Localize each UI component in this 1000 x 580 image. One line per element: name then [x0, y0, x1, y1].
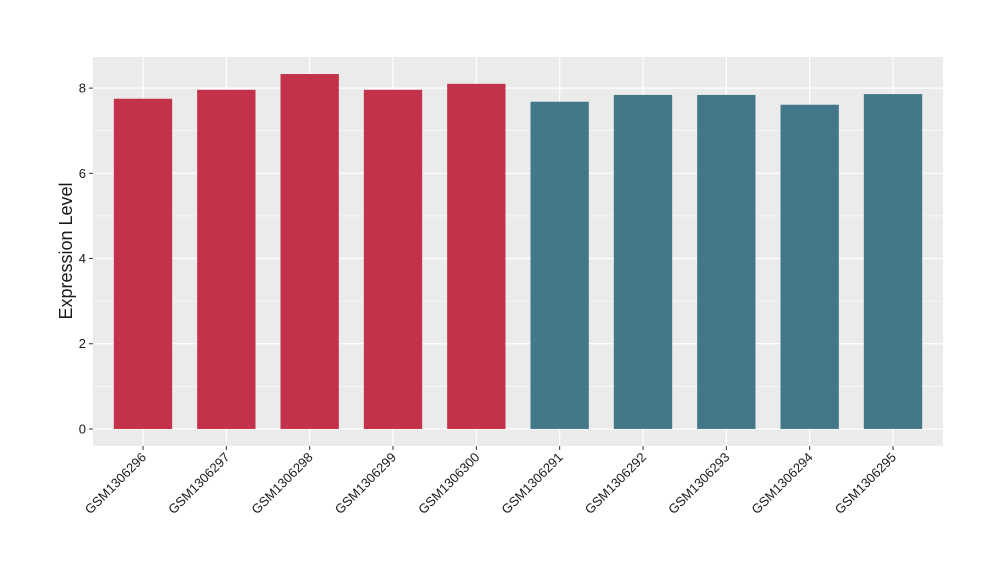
y-axis-title: Expression Level [56, 182, 76, 319]
bar [113, 98, 173, 429]
x-tick-label: GSM1306294 [748, 450, 815, 517]
bar [863, 94, 923, 429]
y-tick-label: 0 [79, 421, 86, 436]
bar [530, 101, 589, 429]
bar [780, 104, 839, 429]
y-tick-label: 2 [79, 336, 86, 351]
x-tick-label: GSM1306295 [832, 450, 899, 517]
bar [697, 94, 756, 429]
x-tick-label: GSM1306291 [498, 450, 565, 517]
x-tick-label: GSM1306298 [248, 450, 315, 517]
y-tick-label: 6 [79, 166, 86, 181]
x-tick-label: GSM1306296 [82, 450, 149, 517]
y-tick-label: 8 [79, 81, 86, 96]
y-tick-label: 4 [79, 251, 86, 266]
bar [197, 89, 256, 429]
x-tick-label: GSM1306292 [582, 450, 649, 517]
bar [613, 94, 673, 429]
x-tick-label: GSM1306297 [165, 450, 232, 517]
bar [447, 83, 506, 429]
x-tick-label: GSM1306293 [665, 450, 732, 517]
bar [363, 89, 423, 429]
x-tick-label: GSM1306300 [415, 450, 482, 517]
bar [280, 74, 339, 429]
x-tick-label: GSM1306299 [332, 450, 399, 517]
